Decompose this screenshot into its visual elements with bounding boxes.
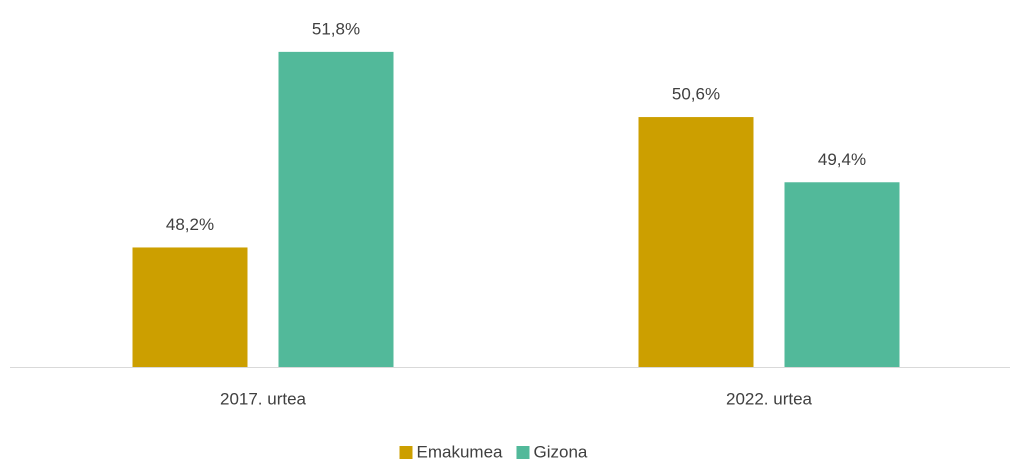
x-tick-label: 2022. urtea [726, 389, 813, 408]
bar [278, 51, 394, 367]
legend-swatch [399, 446, 413, 459]
legend-swatch [516, 446, 530, 459]
legend-label: Emakumea [417, 442, 504, 459]
bar [784, 182, 900, 367]
value-label: 48,2% [166, 215, 214, 234]
value-label: 51,8% [312, 19, 360, 38]
bar [132, 247, 248, 367]
value-label: 50,6% [672, 85, 720, 104]
value-label: 49,4% [818, 150, 866, 169]
x-tick-label: 2017. urtea [220, 389, 307, 408]
bar [638, 117, 754, 367]
legend-label: Gizona [533, 442, 587, 459]
